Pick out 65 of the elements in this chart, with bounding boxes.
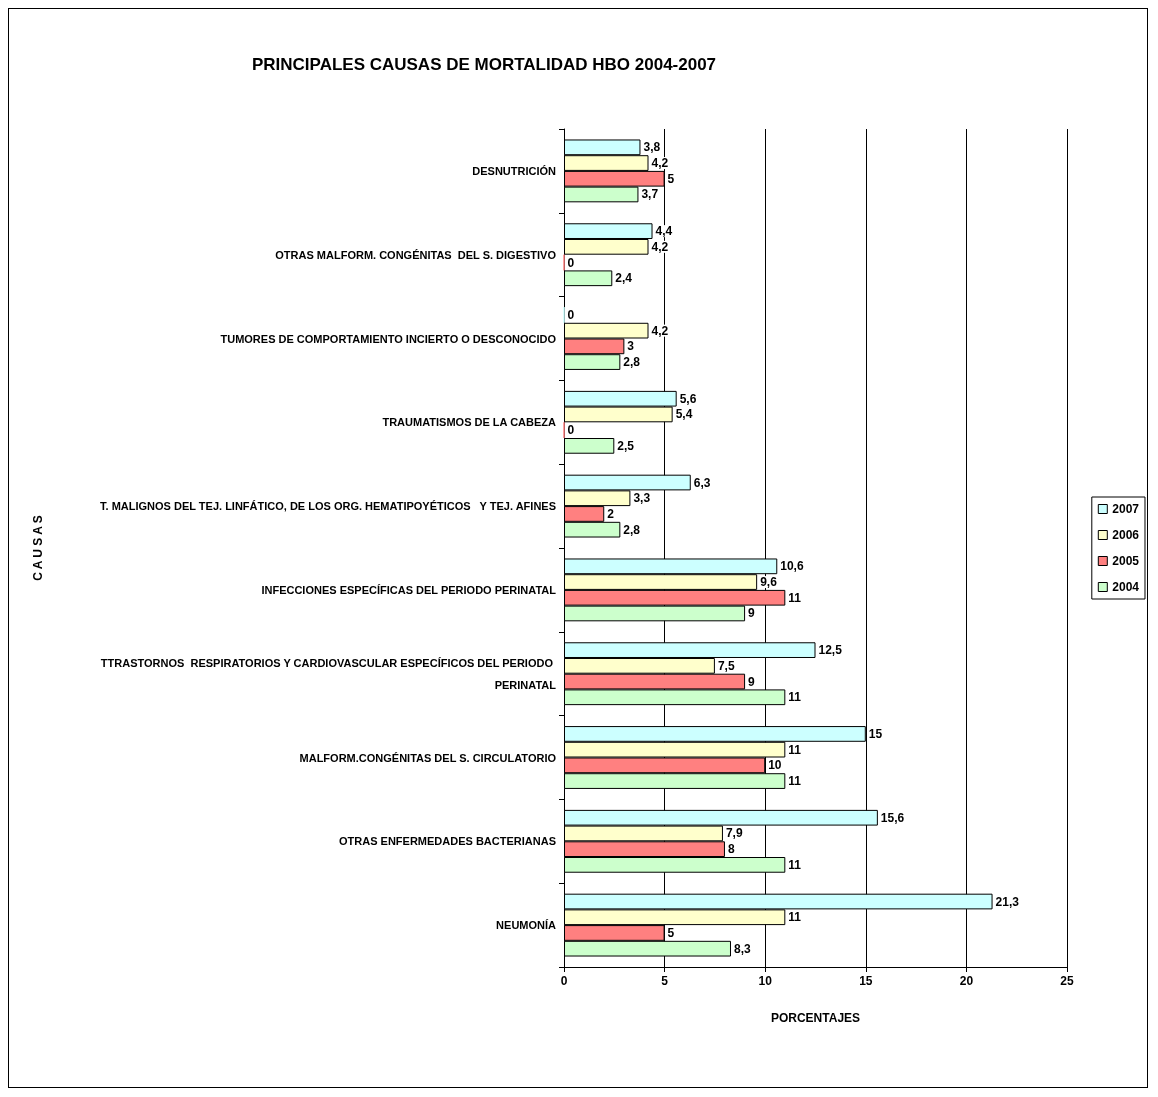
data-label: 5 (667, 925, 675, 940)
y-tick-label: NEUMONÍA (496, 919, 557, 932)
data-label: 4,2 (651, 323, 669, 338)
y-tick-label: OTRAS MALFORM. CONGÉNITAS DEL S. DIGESTIVO (275, 248, 557, 261)
legend-label: 2007 (1112, 502, 1140, 516)
legend-label: 2005 (1112, 554, 1140, 568)
y-tick-label: T. MALIGNOS DEL TEJ. LINFÁTICO, DE LOS ORG. HEMATIPOYÉTICOS Y TEJ. AFINES (100, 500, 556, 513)
data-label: 15,6 (880, 810, 905, 825)
data-label: 11 (788, 910, 802, 925)
data-label: 9 (748, 674, 756, 689)
data-label: 9,6 (760, 575, 778, 590)
data-label: 12,5 (818, 643, 843, 658)
data-label: 9 (748, 606, 756, 621)
data-label: 4,2 (651, 239, 669, 254)
bar (564, 270, 613, 287)
x-tick-label: 20 (959, 974, 974, 988)
chart-title: PRINCIPALES CAUSAS DE MORTALIDAD HBO 2004-2007 (251, 55, 717, 74)
x-tick-label: 10 (758, 974, 773, 988)
data-label: 11 (788, 774, 802, 789)
y-tick-label: MALFORM.CONGÉNITAS DEL S. CIRCULATORIO (299, 751, 557, 764)
data-label: 10 (768, 758, 782, 773)
data-label: 0 (567, 423, 575, 438)
data-label: 3,3 (633, 491, 651, 506)
data-label: 11 (788, 590, 802, 605)
data-label: 5 (667, 171, 675, 186)
y-axis-title: C A U S A S (31, 515, 45, 581)
bar (564, 438, 615, 454)
data-label: 5,4 (675, 407, 693, 422)
data-label: 4,4 (655, 224, 673, 239)
data-label: 2,5 (617, 438, 635, 453)
data-label: 11 (788, 857, 802, 872)
data-label: 8,3 (734, 941, 751, 956)
x-tick-label: 15 (859, 974, 873, 988)
y-tick-label: TRAUMATISMOS DE LA CABEZA (382, 416, 557, 429)
data-label: 2 (607, 506, 615, 521)
y-tick-label: OTRAS ENFERMEDADES BACTERIANAS (339, 835, 556, 848)
data-label: 0 (567, 307, 575, 322)
y-tick-label: TUMORES DE COMPORTAMIENTO INCIERTO O DESCONOCIDO (220, 332, 557, 345)
y-tick-label: TTRASTORNOS RESPIRATORIOS Y CARDIOVASCULAR ESPECÍFICOS DEL PERIODO PERINATAL (100, 656, 557, 691)
data-label: 8 (727, 842, 735, 857)
data-label: 5,6 (679, 391, 697, 406)
legend-label: 2006 (1112, 528, 1140, 542)
x-tick-label: 5 (661, 974, 669, 988)
data-label: 2,8 (623, 355, 641, 370)
data-label: 3,7 (641, 187, 659, 202)
data-label: 0 (567, 255, 575, 270)
data-label: 2,8 (623, 522, 641, 537)
x-tick-label: 0 (560, 974, 568, 988)
data-label: 10,6 (780, 559, 804, 574)
legend-label: 2004 (1112, 580, 1140, 594)
x-tick-label: 25 (1060, 974, 1074, 988)
data-label: 3 (627, 339, 635, 354)
x-axis-title: PORCENTAJES (770, 1011, 861, 1025)
data-label: 7,9 (725, 826, 743, 841)
data-label: 15 (868, 726, 883, 741)
y-tick-label: DESNUTRICIÓN (472, 164, 557, 177)
data-label: 11 (788, 742, 802, 757)
data-label: 7,5 (717, 658, 735, 673)
data-label: 2,4 (615, 271, 633, 286)
data-label: 11 (788, 690, 802, 705)
data-label: 21,3 (995, 894, 1020, 909)
data-label: 6,3 (693, 475, 711, 490)
data-label: 4,2 (651, 156, 669, 171)
data-label: 3,8 (643, 140, 661, 155)
y-tick-label: INFECCIONES ESPECÍFICAS DEL PERIODO PERINATAL (261, 583, 557, 596)
